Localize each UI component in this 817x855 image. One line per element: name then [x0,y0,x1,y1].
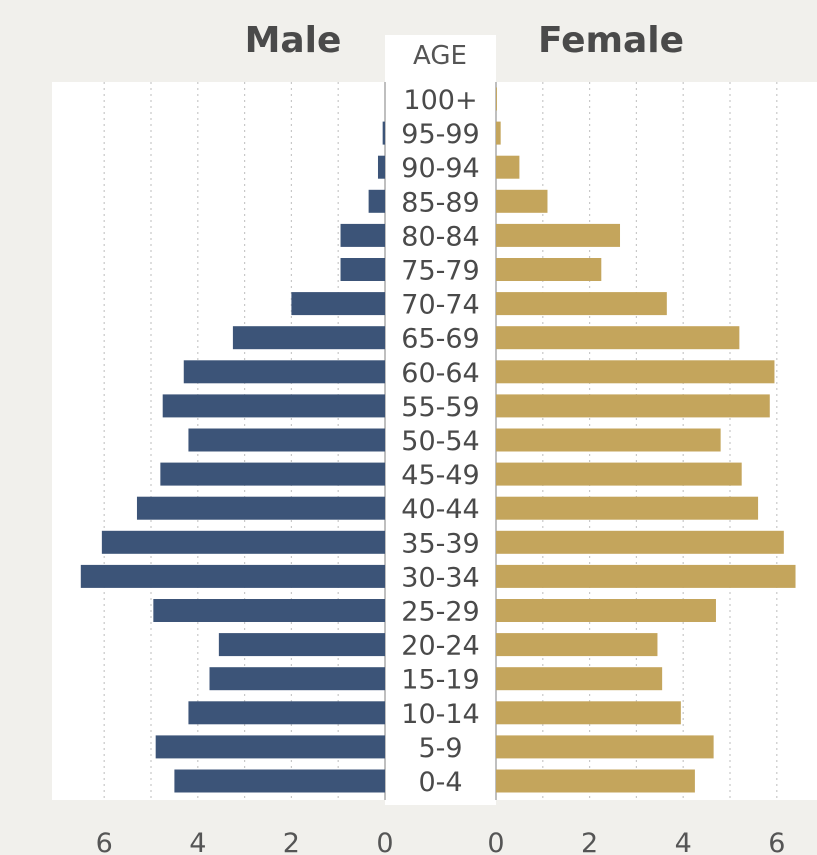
age-label-95-99: 95-99 [401,119,479,150]
age-label-5-9: 5-9 [418,733,462,764]
male-bars [80,121,386,793]
male-bar-25-29 [153,599,385,622]
female-bar-25-29 [496,599,716,622]
age-label-35-39: 35-39 [401,528,479,559]
female-tick-label: 4 [675,828,692,855]
female-header: Female [538,20,684,61]
female-bar-50-54 [496,428,721,452]
male-tick-label: 4 [189,828,206,855]
male-bar-30-34 [80,564,386,588]
age-label-25-29: 25-29 [401,597,479,628]
female-bars [496,87,796,793]
age-label-70-74: 70-74 [401,290,479,321]
female-tick-label: 6 [768,828,785,855]
female-tick-label: 0 [487,828,504,855]
female-bar-20-24 [496,633,658,657]
female-bar-30-34 [496,564,796,588]
female-bar-10-14 [496,701,681,725]
male-bar-75-79 [340,258,385,281]
female-bar-60-64 [496,360,775,384]
female-bar-65-69 [496,326,740,350]
age-label-30-34: 30-34 [401,562,479,593]
age-label-80-84: 80-84 [401,221,479,252]
age-label-column [385,35,496,805]
male-bar-35-39 [101,530,386,554]
female-bar-70-74 [496,292,667,316]
male-bar-10-14 [188,701,385,725]
female-bar-80-84 [496,223,621,247]
male-bar-55-59 [162,394,385,418]
age-label-55-59: 55-59 [401,392,479,423]
age-label-90-94: 90-94 [401,153,479,184]
age-label-60-64: 60-64 [401,358,479,389]
male-header: Male [245,20,342,61]
female-bar-90-94 [496,155,520,179]
male-bar-0-4 [174,769,385,793]
male-bar-90-94 [377,155,385,179]
female-bar-100+ [496,87,497,111]
age-label-75-79: 75-79 [401,256,479,287]
female-bar-15-19 [496,667,663,691]
age-label-10-14: 10-14 [401,699,479,730]
age-label-40-44: 40-44 [401,494,479,525]
age-label-50-54: 50-54 [401,426,479,457]
male-bar-5-9 [155,735,385,759]
male-bar-70-74 [291,292,385,316]
male-bar-15-19 [209,667,385,691]
female-bar-55-59 [496,394,770,418]
female-bar-75-79 [496,258,602,281]
age-label-20-24: 20-24 [401,631,479,662]
age-header: AGE [413,41,467,71]
male-axis-ticks: 6 4 2 0 [96,828,394,855]
female-bar-95-99 [496,121,501,145]
male-bar-50-54 [188,428,385,452]
age-label-85-89: 85-89 [401,187,479,218]
age-label-15-19: 15-19 [401,665,479,696]
female-tick-label: 2 [581,828,598,855]
age-label-45-49: 45-49 [401,460,479,491]
male-bar-40-44 [136,496,385,520]
female-axis-ticks: 0 2 4 6 [487,828,785,855]
male-bar-95-99 [382,121,385,145]
male-bar-65-69 [232,326,385,350]
female-bar-45-49 [496,462,742,486]
age-label-65-69: 65-69 [401,324,479,355]
male-bar-80-84 [340,223,385,247]
male-bar-20-24 [218,633,385,657]
female-bar-40-44 [496,496,759,520]
female-bar-85-89 [496,189,548,213]
male-bar-45-49 [160,462,385,486]
female-bar-0-4 [496,769,695,793]
age-label-0-4: 0-4 [418,767,462,798]
age-label-100+: 100+ [403,85,477,116]
male-bar-85-89 [368,189,385,213]
male-tick-label: 6 [96,828,113,855]
male-bar-60-64 [183,360,385,384]
male-tick-label: 2 [283,828,300,855]
male-tick-label: 0 [376,828,393,855]
female-bar-35-39 [496,530,784,554]
female-bar-5-9 [496,735,714,759]
